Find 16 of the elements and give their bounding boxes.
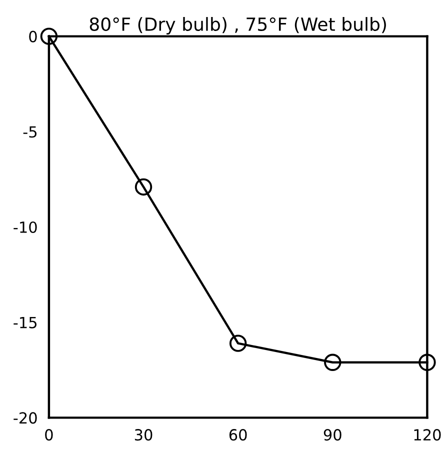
y-tick-label: -15: [14, 317, 37, 328]
point: [229, 334, 247, 352]
point: [134, 178, 152, 196]
x-tick-label: 90: [324, 429, 342, 441]
y-tick-label: -20: [14, 412, 37, 424]
y-tick-label: -5: [23, 126, 37, 138]
x-tick-label: 60: [229, 429, 247, 441]
chart-title: 80°F (Dry bulb) , 75°F (Wet bulb): [90, 17, 386, 35]
y-tick-label: 0: [29, 30, 37, 42]
y-tick-label: -10: [14, 221, 37, 234]
point: [40, 28, 58, 45]
point: [418, 354, 436, 371]
x-tick-label: 0: [45, 429, 53, 441]
point: [324, 354, 342, 371]
x-tick-label: 30: [134, 429, 152, 441]
x-tick-label: 120: [414, 429, 441, 441]
